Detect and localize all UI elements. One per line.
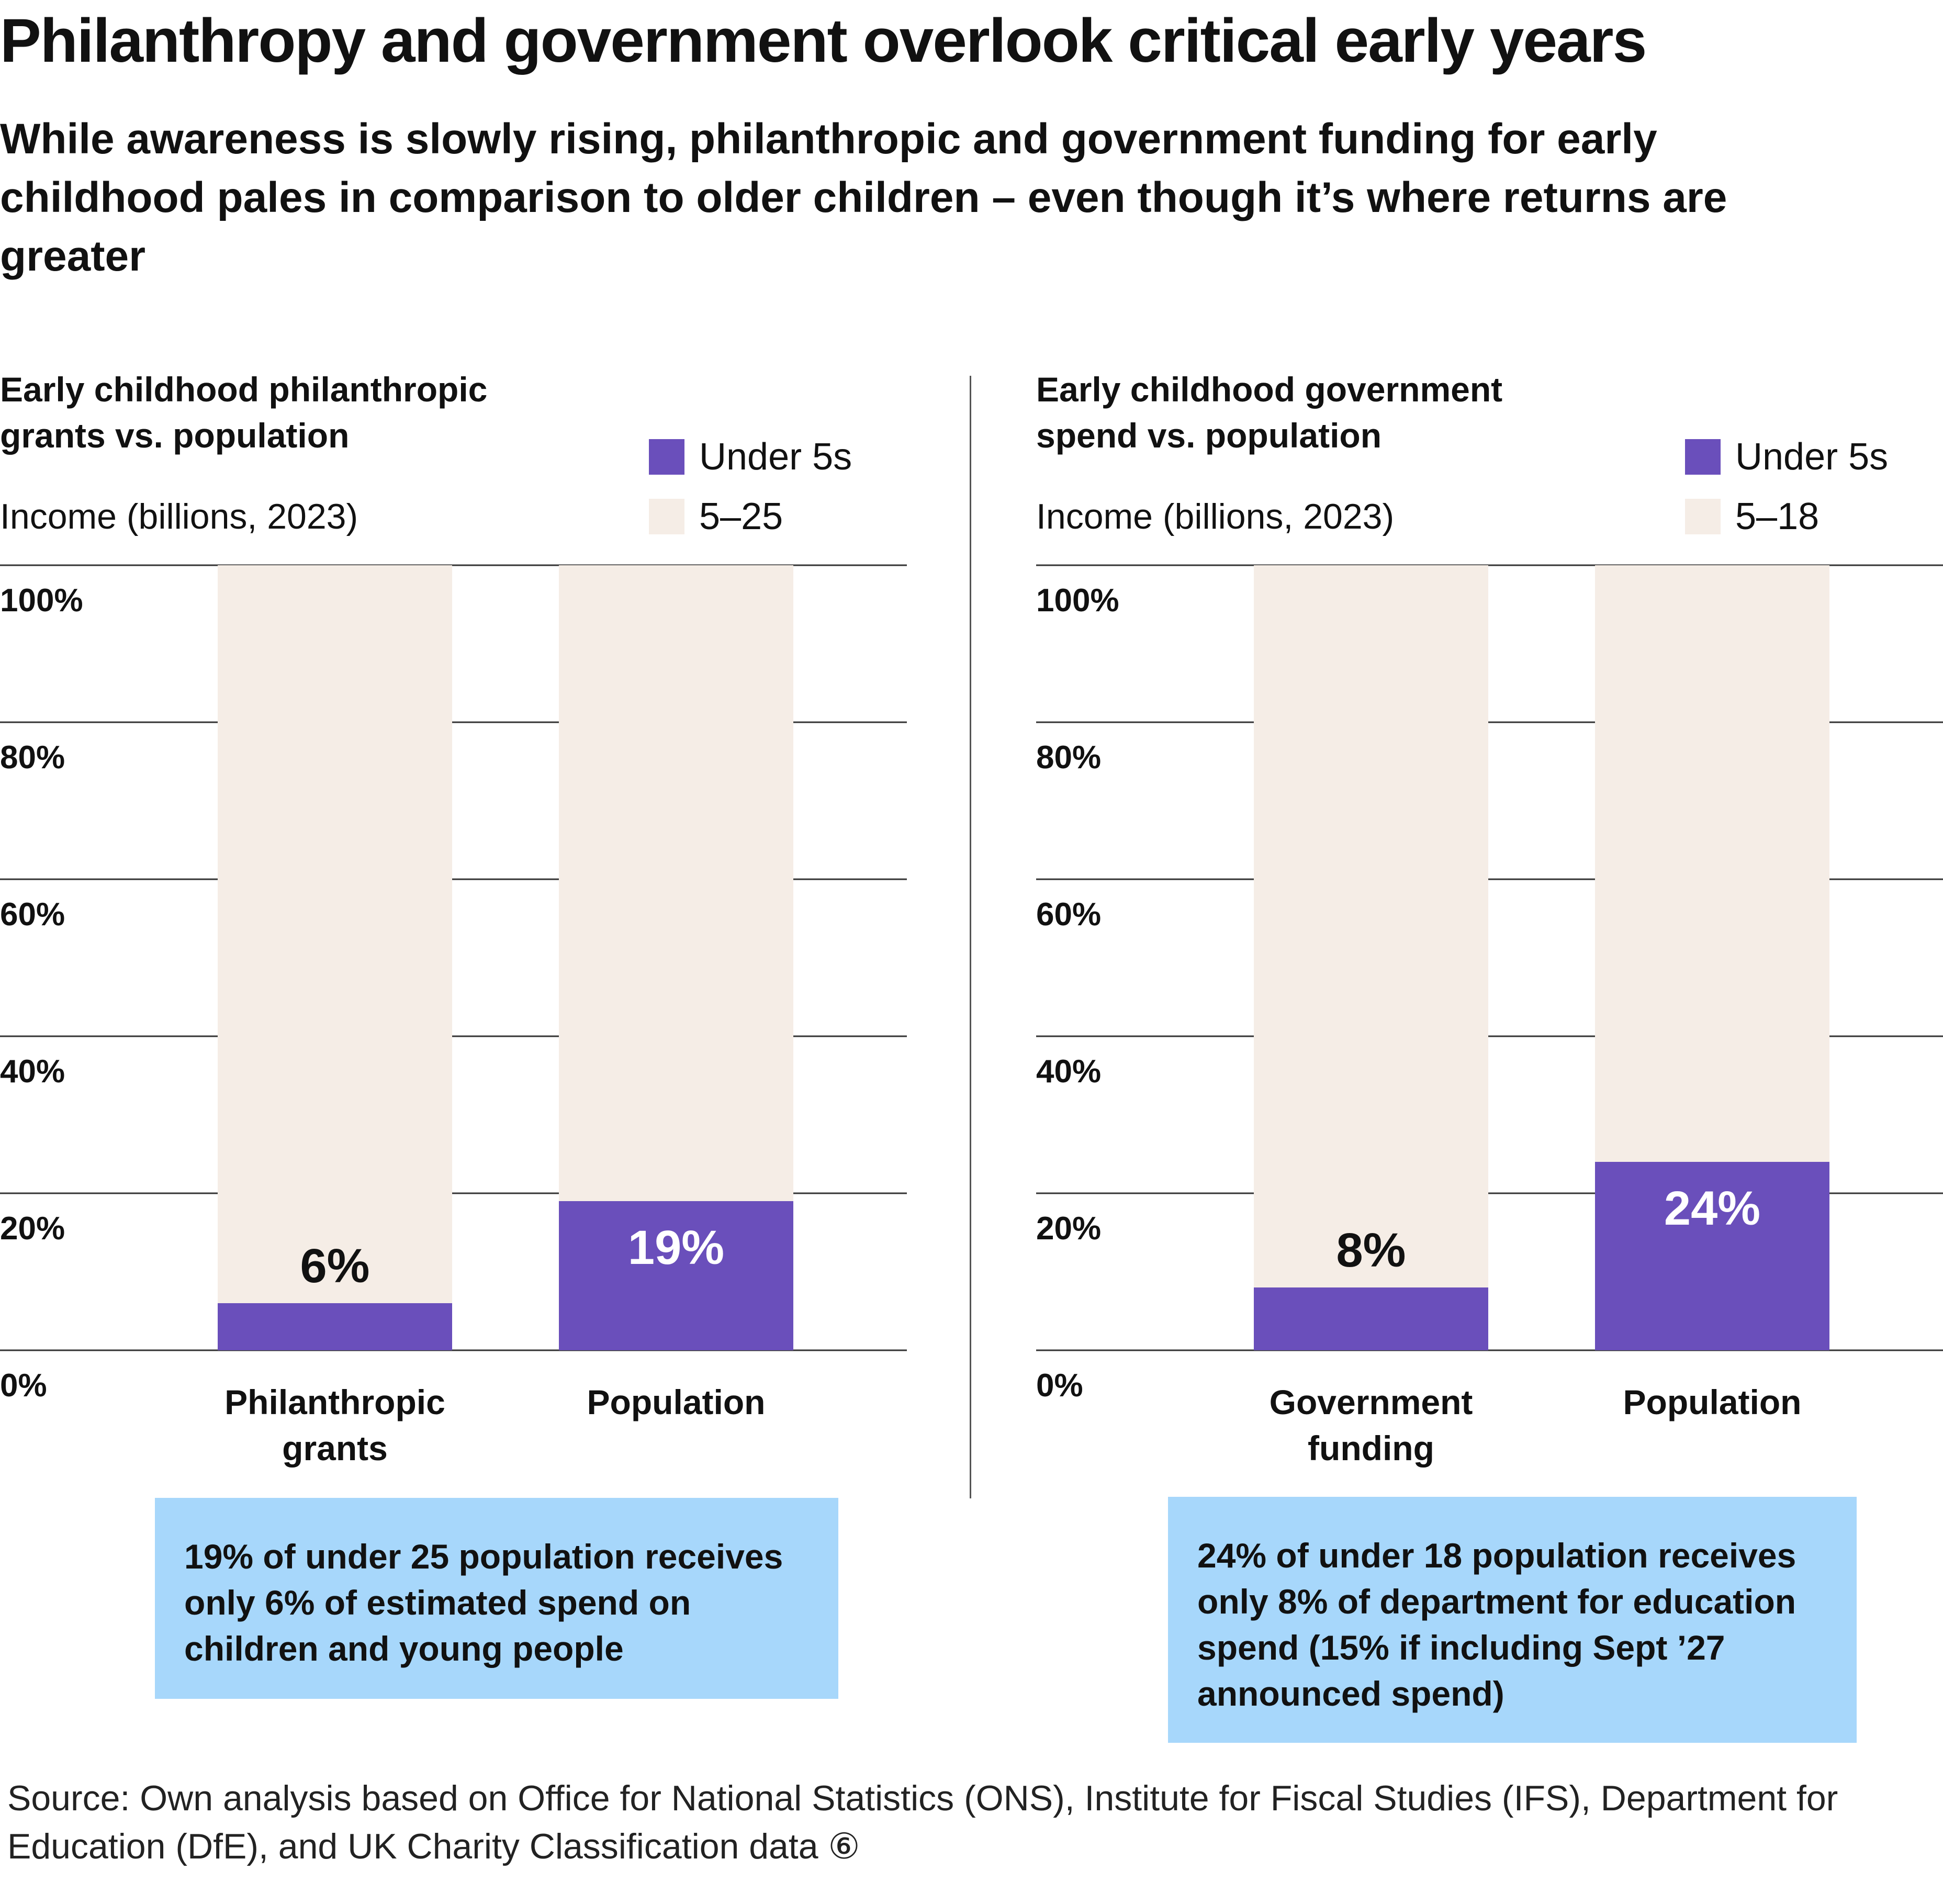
x-category-label: funding xyxy=(1308,1429,1434,1468)
right-legend-label-under5: Under 5s xyxy=(1735,436,1889,478)
right-chart-title: Early childhood government spend vs. pop… xyxy=(1036,370,1503,455)
left-legend-item-under5: Under 5s xyxy=(649,435,852,478)
right-stacked-bar-chart: 0% 20% 40% 60% 80% 100% 8% Government funding 24%… xyxy=(1036,564,1943,1468)
left-legend-label-under5: Under 5s xyxy=(699,436,852,478)
y-tick-label: 80% xyxy=(1036,740,1101,776)
right-legend-swatch-older xyxy=(1685,499,1721,534)
y-tick-label: 0% xyxy=(1036,1368,1083,1404)
right-chart-note: 24% of under 18 population receives only… xyxy=(1168,1497,1857,1743)
right-legend-label-older: 5–18 xyxy=(1735,496,1820,537)
left-legend-swatch-under5 xyxy=(649,439,684,475)
bar-under5 xyxy=(1595,1162,1829,1350)
bar-older xyxy=(218,565,452,1303)
bar-under5 xyxy=(1254,1287,1488,1350)
bar-data-label: 24% xyxy=(1664,1182,1760,1235)
left-legend-item-older: 5–25 xyxy=(649,495,783,538)
left-legend-label-older: 5–25 xyxy=(699,496,783,537)
bar-older xyxy=(559,565,793,1201)
bar-data-label: 6% xyxy=(300,1239,370,1293)
x-category-label: Population xyxy=(1623,1383,1802,1421)
bar-under5 xyxy=(559,1201,793,1350)
right-legend-item-older: 5–18 xyxy=(1685,495,1819,538)
x-category-label: Government xyxy=(1270,1383,1473,1421)
left-legend-swatch-older xyxy=(649,499,684,534)
page-subtitle: While awareness is slowly rising, philan… xyxy=(0,115,1727,280)
x-category-label: grants xyxy=(282,1429,388,1468)
panel-divider xyxy=(970,376,971,1498)
bar-data-label: 8% xyxy=(1336,1224,1406,1277)
bar-under5 xyxy=(218,1303,452,1350)
y-tick-label: 80% xyxy=(0,740,65,776)
bar-older xyxy=(1595,565,1829,1162)
page-title: Philanthropy and government overlook cri… xyxy=(0,6,1647,75)
y-tick-label: 20% xyxy=(1036,1211,1101,1247)
left-stacked-bar-chart: 0% 20% 40% 60% 80% 100% 6% Philanthropic grants 1… xyxy=(0,564,907,1468)
right-chart-ylabel: Income (billions, 2023) xyxy=(1036,497,1395,536)
y-tick-label: 0% xyxy=(0,1368,47,1404)
right-legend-item-under5: Under 5s xyxy=(1685,435,1888,478)
bar-data-label: 19% xyxy=(628,1221,724,1274)
y-tick-label: 60% xyxy=(1036,897,1101,933)
bar-older xyxy=(1254,565,1488,1287)
source-footnote: Source: Own analysis based on Office for… xyxy=(7,1778,1838,1866)
x-category-label: Population xyxy=(587,1383,766,1421)
y-tick-label: 40% xyxy=(0,1054,65,1090)
left-chart-note: 19% of under 25 population receives only… xyxy=(155,1498,838,1699)
y-tick-label: 40% xyxy=(1036,1054,1101,1090)
right-legend-swatch-under5 xyxy=(1685,439,1721,475)
left-chart-title: Early childhood philanthropic grants vs.… xyxy=(0,370,488,455)
left-chart-ylabel: Income (billions, 2023) xyxy=(0,497,358,536)
x-category-label: Philanthropic xyxy=(224,1383,445,1421)
y-tick-label: 60% xyxy=(0,897,65,933)
y-tick-label: 20% xyxy=(0,1211,65,1247)
y-tick-label: 100% xyxy=(0,583,83,619)
y-tick-label: 100% xyxy=(1036,583,1119,619)
